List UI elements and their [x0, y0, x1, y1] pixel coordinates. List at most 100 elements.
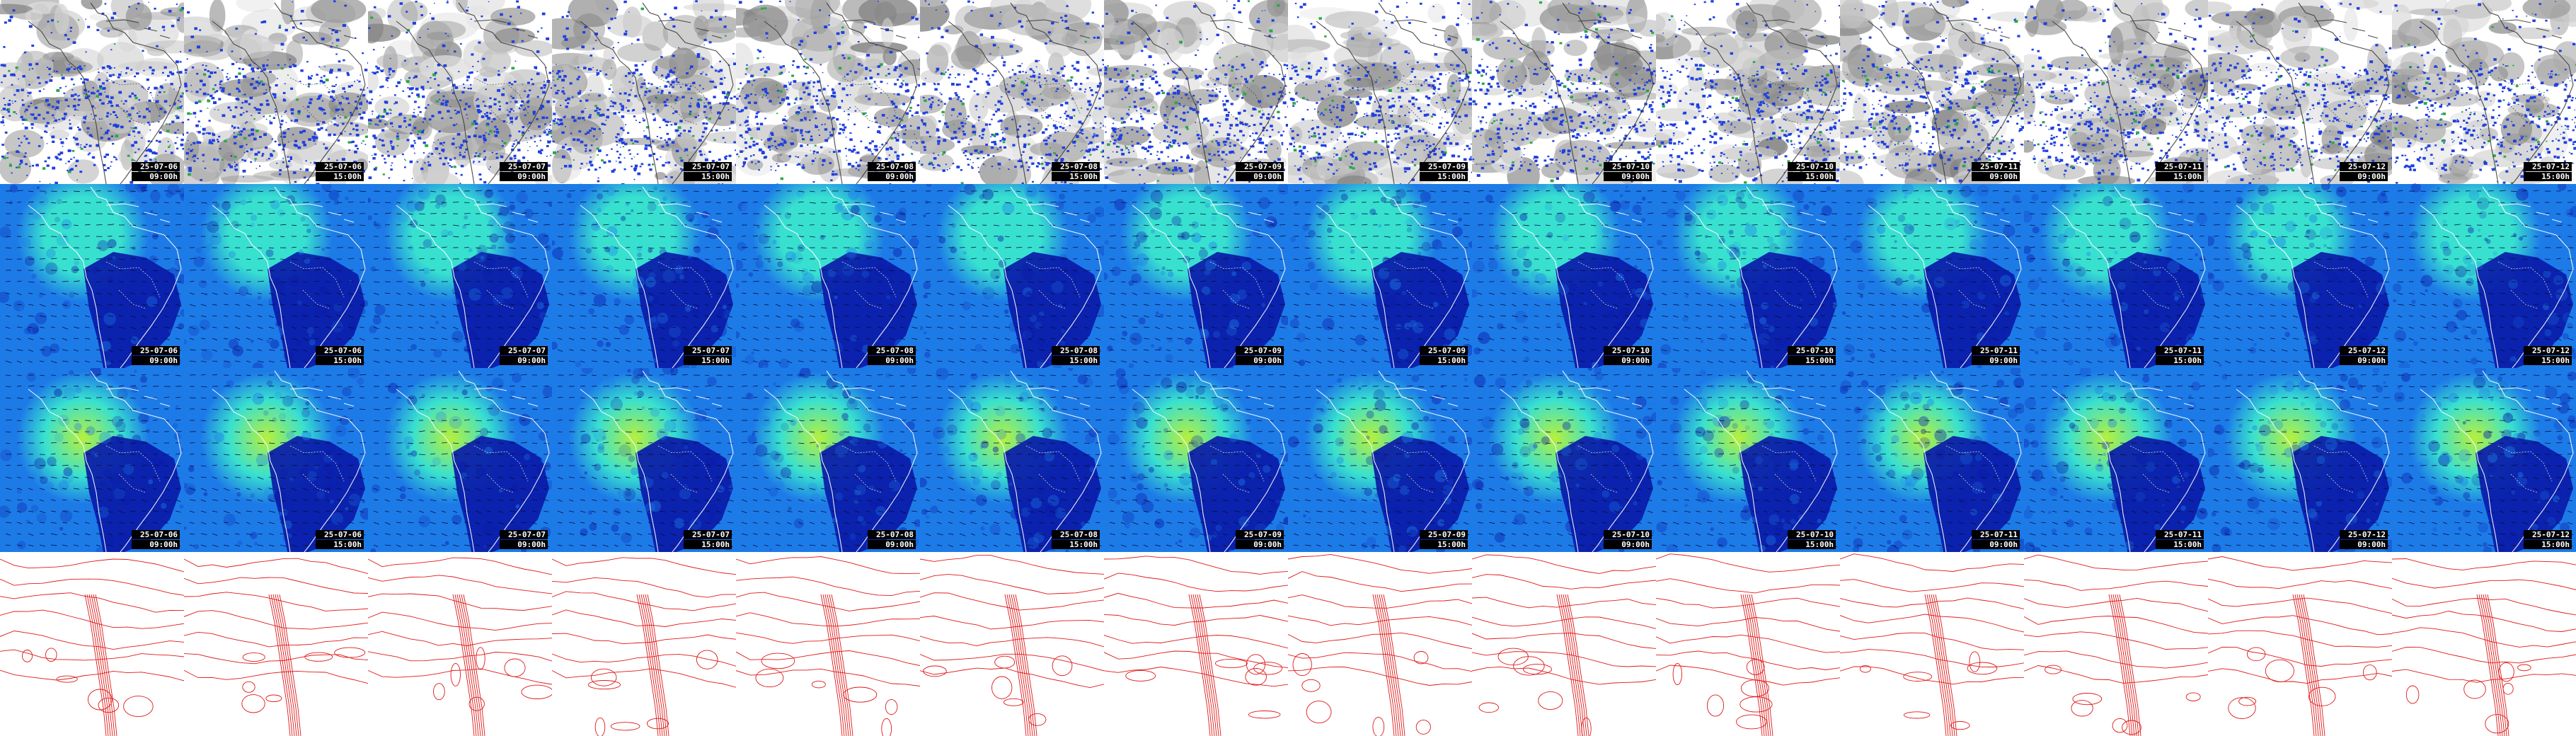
wind-speed-lower-row-panel-12: 25-07-11 15:00h	[2024, 368, 2208, 552]
pressure-isobar-row-panel-14	[2392, 552, 2576, 736]
timestamp-time: 15:00h	[684, 172, 732, 181]
pressure-isobar-row-panel-3	[368, 552, 552, 736]
precip-map	[0, 0, 184, 184]
timestamp-label: 25-07-07 15:00h	[684, 530, 732, 549]
wind-map	[1472, 184, 1656, 368]
isobar-map	[2392, 552, 2576, 736]
wind-speed-upper-row-panel-11: 25-07-11 09:00h	[1840, 184, 2024, 368]
precip-map	[2024, 0, 2208, 184]
wind-strong-map	[2392, 368, 2576, 552]
wind-strong-map	[552, 368, 736, 552]
timestamp-time: 15:00h	[2156, 172, 2204, 181]
wind-map	[2208, 184, 2392, 368]
wind-strong-map	[920, 368, 1104, 552]
timestamp-label: 25-07-09 15:00h	[1420, 346, 1468, 365]
wind-speed-lower-row-panel-2: 25-07-06 15:00h	[184, 368, 368, 552]
wind-speed-lower-row-panel-5: 25-07-08 09:00h	[736, 368, 920, 552]
timestamp-label: 25-07-11 15:00h	[2156, 530, 2204, 549]
isobar-map	[184, 552, 368, 736]
wind-map	[368, 184, 552, 368]
wind-map	[552, 184, 736, 368]
wind-speed-upper-row-panel-6: 25-07-08 15:00h	[920, 184, 1104, 368]
timestamp-time: 09:00h	[500, 172, 548, 181]
precip-map	[1104, 0, 1288, 184]
wind-strong-map	[184, 368, 368, 552]
precipitation-row-panel-8: 25-07-09 15:00h	[1288, 0, 1472, 184]
timestamp-date: 25-07-06	[316, 162, 364, 171]
timestamp-date: 25-07-08	[868, 530, 916, 539]
timestamp-label: 25-07-07 09:00h	[500, 530, 548, 549]
timestamp-date: 25-07-12	[2524, 162, 2572, 171]
timestamp-date: 25-07-11	[2156, 162, 2204, 171]
timestamp-label: 25-07-09 15:00h	[1420, 530, 1468, 549]
timestamp-time: 15:00h	[1052, 540, 1100, 549]
wind-speed-upper-row-panel-1: 25-07-06 09:00h	[0, 184, 184, 368]
isobar-map	[1656, 552, 1840, 736]
wind-map	[1104, 184, 1288, 368]
precipitation-row-panel-10: 25-07-10 15:00h	[1656, 0, 1840, 184]
wind-speed-lower-row-panel-3: 25-07-07 09:00h	[368, 368, 552, 552]
timestamp-label: 25-07-06 09:00h	[132, 346, 180, 365]
pressure-isobar-row-panel-6	[920, 552, 1104, 736]
timestamp-date: 25-07-10	[1788, 346, 1836, 355]
timestamp-date: 25-07-07	[500, 346, 548, 355]
timestamp-label: 25-07-07 09:00h	[500, 162, 548, 181]
timestamp-time: 15:00h	[2156, 356, 2204, 365]
timestamp-time: 09:00h	[1236, 172, 1284, 181]
timestamp-date: 25-07-06	[316, 530, 364, 539]
timestamp-date: 25-07-11	[1972, 346, 2020, 355]
wind-map	[920, 184, 1104, 368]
precipitation-row-panel-3: 25-07-07 09:00h	[368, 0, 552, 184]
timestamp-date: 25-07-11	[2156, 346, 2204, 355]
pressure-isobar-row-panel-8	[1288, 552, 1472, 736]
timestamp-time: 15:00h	[1788, 356, 1836, 365]
timestamp-date: 25-07-06	[132, 530, 180, 539]
timestamp-time: 15:00h	[2524, 540, 2572, 549]
precip-map	[2208, 0, 2392, 184]
timestamp-time: 15:00h	[316, 172, 364, 181]
wind-speed-lower-row-panel-8: 25-07-09 15:00h	[1288, 368, 1472, 552]
pressure-isobar-row	[0, 552, 2576, 736]
timestamp-date: 25-07-08	[1052, 162, 1100, 171]
timestamp-label: 25-07-12 09:00h	[2340, 530, 2388, 549]
isobar-map	[2208, 552, 2392, 736]
timestamp-time: 09:00h	[1604, 356, 1652, 365]
wind-strong-map	[0, 368, 184, 552]
isobar-map	[1472, 552, 1656, 736]
wind-strong-map	[1104, 368, 1288, 552]
wind-map	[184, 184, 368, 368]
isobar-map	[736, 552, 920, 736]
wind-speed-upper-row-panel-4: 25-07-07 15:00h	[552, 184, 736, 368]
isobar-map	[552, 552, 736, 736]
isobar-map	[1288, 552, 1472, 736]
precipitation-row: 25-07-06 09:00h 25-07-06 15:00h 25-07-07 09:0…	[0, 0, 2576, 184]
timestamp-date: 25-07-12	[2340, 530, 2388, 539]
precipitation-row-panel-2: 25-07-06 15:00h	[184, 0, 368, 184]
pressure-isobar-row-panel-12	[2024, 552, 2208, 736]
timestamp-date: 25-07-07	[500, 162, 548, 171]
wind-map	[736, 184, 920, 368]
timestamp-time: 09:00h	[868, 540, 916, 549]
wind-strong-map	[1472, 368, 1656, 552]
timestamp-time: 15:00h	[2156, 540, 2204, 549]
pressure-isobar-row-panel-4	[552, 552, 736, 736]
wind-strong-map	[2024, 368, 2208, 552]
timestamp-time: 09:00h	[868, 356, 916, 365]
timestamp-time: 15:00h	[2524, 356, 2572, 365]
wind-map	[1656, 184, 1840, 368]
precip-map	[184, 0, 368, 184]
precipitation-row-panel-11: 25-07-11 09:00h	[1840, 0, 2024, 184]
precipitation-row-panel-4: 25-07-07 15:00h	[552, 0, 736, 184]
isobar-map	[0, 552, 184, 736]
timestamp-date: 25-07-09	[1420, 162, 1468, 171]
timestamp-time: 15:00h	[1788, 172, 1836, 181]
wind-map	[0, 184, 184, 368]
timestamp-date: 25-07-09	[1236, 346, 1284, 355]
timestamp-label: 25-07-06 15:00h	[316, 530, 364, 549]
timestamp-date: 25-07-07	[684, 346, 732, 355]
timestamp-date: 25-07-10	[1604, 162, 1652, 171]
pressure-isobar-row-panel-1	[0, 552, 184, 736]
timestamp-label: 25-07-09 09:00h	[1236, 530, 1284, 549]
timestamp-label: 25-07-11 15:00h	[2156, 162, 2204, 181]
timestamp-time: 09:00h	[1972, 540, 2020, 549]
